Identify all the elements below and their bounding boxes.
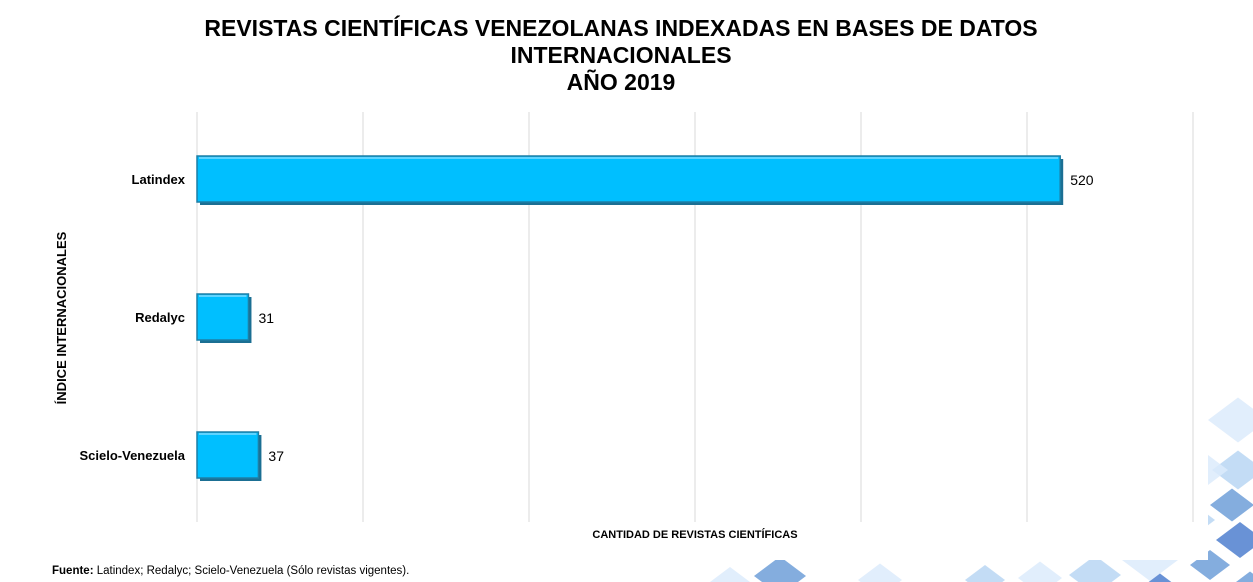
decorative-tile: [754, 556, 806, 582]
decorative-tile: [1069, 555, 1121, 582]
decorative-tile: [1212, 450, 1253, 490]
decorative-tile: [1210, 488, 1253, 522]
bar-redalyc: [196, 293, 250, 341]
category-label: Redalyc: [135, 310, 185, 325]
decorative-tile: [1236, 571, 1253, 582]
source-note: Fuente: Latindex; Redalyc; Scielo-Venezu…: [52, 565, 409, 577]
category-labels: Latindex Redalyc Scielo-Venezuela: [80, 172, 186, 463]
bars: [196, 155, 1064, 481]
decorative-tile: [710, 567, 750, 582]
x-axis-title: CANTIDAD DE REVISTAS CIENTÍFICAS: [592, 528, 797, 541]
chart-title: REVISTAS CIENTÍFICAS VENEZOLANAS INDEXAD…: [204, 14, 1037, 95]
value-label: 520: [1070, 172, 1094, 188]
source-label: Fuente:: [52, 565, 94, 577]
chart-title-line-2: INTERNACIONALES: [510, 42, 731, 68]
category-label: Scielo-Venezuela: [80, 448, 186, 463]
chart-title-line-1: REVISTAS CIENTÍFICAS VENEZOLANAS INDEXAD…: [204, 14, 1037, 41]
decorative-tile: [858, 563, 902, 582]
decorative-tile: [965, 565, 1005, 582]
source-text: Latindex; Redalyc; Scielo-Venezuela (Sól…: [93, 565, 410, 577]
bar-latindex: [196, 155, 1061, 203]
value-label: 37: [268, 448, 284, 464]
value-labels: 520 31 37: [258, 172, 1093, 464]
value-label: 31: [258, 310, 274, 326]
decorative-tile: [1018, 561, 1062, 582]
bar-scielo-venezuela: [196, 431, 260, 479]
category-label: Latindex: [132, 172, 186, 187]
chart-title-line-3: AÑO 2019: [567, 68, 676, 95]
decorative-tile: [1208, 397, 1253, 443]
decorative-tile: [1148, 573, 1172, 582]
y-axis-title: ÍNDICE INTERNACIONALES: [54, 231, 69, 404]
decorative-tile: [1216, 522, 1253, 558]
